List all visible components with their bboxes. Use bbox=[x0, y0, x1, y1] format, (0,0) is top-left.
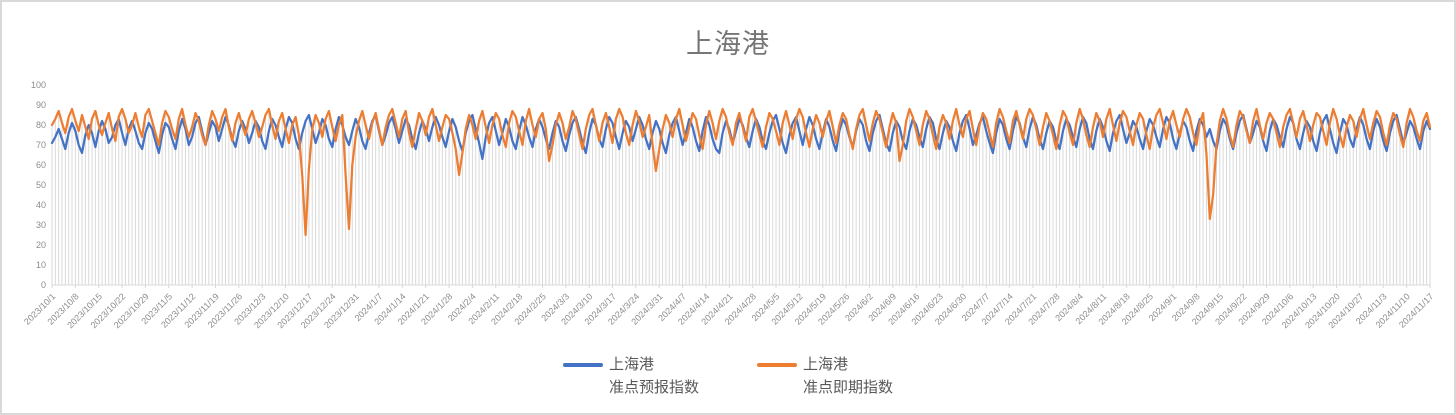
forecast-series-swatch-icon bbox=[562, 363, 603, 367]
spot-series-line bbox=[50, 107, 1432, 237]
forecast-series-label: 上海港 准点预报指数 bbox=[609, 353, 699, 399]
y-axis-labels: 0 10 20 30 40 50 60 70 80 90 100 bbox=[31, 80, 46, 290]
svg-text:100: 100 bbox=[31, 80, 46, 90]
svg-text:80: 80 bbox=[36, 120, 46, 130]
svg-text:10: 10 bbox=[36, 260, 46, 270]
chart-title: 上海港 bbox=[686, 29, 770, 59]
chart-plot-area: 0 10 20 30 40 50 60 70 80 90 100 2023/10/12023/10/8… bbox=[22, 80, 1435, 330]
forecast-series-label-line1: 上海港 bbox=[608, 356, 654, 373]
spot-series-label-line1: 上海港 bbox=[803, 356, 849, 373]
svg-text:90: 90 bbox=[36, 100, 46, 110]
svg-text:20: 20 bbox=[36, 240, 46, 250]
forecast-series-label-line2: 准点预报指数 bbox=[608, 379, 699, 396]
legend-item-forecast: 上海港 准点预报指数 bbox=[562, 353, 699, 399]
svg-text:60: 60 bbox=[36, 160, 46, 170]
legend: 上海港 准点预报指数 上海港 准点即期指数 bbox=[2, 353, 1454, 399]
x-axis-labels: 2023/10/12023/10/82023/10/152023/10/2220… bbox=[22, 291, 1435, 330]
svg-text:40: 40 bbox=[36, 200, 46, 210]
svg-text:70: 70 bbox=[36, 140, 46, 150]
spot-series-label: 上海港 准点即期指数 bbox=[803, 353, 893, 399]
svg-text:50: 50 bbox=[36, 180, 46, 190]
spot-series-label-line2: 准点即期指数 bbox=[803, 379, 894, 396]
drop-lines bbox=[51, 109, 1431, 285]
legend-item-spot: 上海港 准点即期指数 bbox=[757, 353, 893, 399]
spot-series-swatch-icon bbox=[757, 363, 797, 367]
svg-text:0: 0 bbox=[41, 280, 46, 290]
x-axis bbox=[51, 284, 1431, 288]
svg-text:30: 30 bbox=[36, 220, 46, 230]
